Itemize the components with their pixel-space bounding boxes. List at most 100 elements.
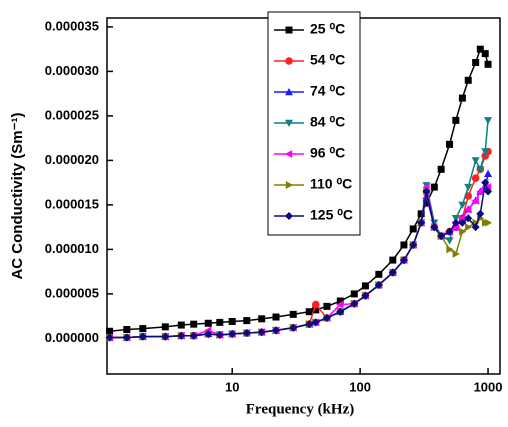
- marker: [484, 187, 493, 196]
- marker: [122, 333, 131, 342]
- marker: [204, 329, 213, 338]
- y-tick-label: 0.000005: [45, 285, 99, 300]
- marker: [459, 227, 467, 236]
- marker: [311, 300, 320, 309]
- marker: [285, 57, 293, 65]
- legend-label: 125 ⁰C: [310, 207, 353, 223]
- marker: [139, 325, 147, 333]
- y-tick-label: 0.000010: [45, 241, 99, 256]
- marker: [161, 332, 170, 341]
- marker: [476, 187, 484, 196]
- marker: [336, 307, 345, 316]
- marker: [215, 330, 224, 339]
- marker: [484, 117, 493, 125]
- legend-label: 96 ⁰C: [310, 145, 345, 161]
- marker: [375, 270, 383, 278]
- marker: [451, 215, 460, 223]
- marker: [409, 225, 417, 233]
- marker: [190, 320, 198, 328]
- marker: [409, 240, 418, 249]
- marker: [322, 313, 331, 322]
- marker: [228, 317, 236, 325]
- marker: [422, 199, 430, 207]
- marker: [388, 268, 397, 277]
- y-tick-label: 0.000000: [45, 330, 99, 345]
- marker: [285, 26, 293, 34]
- x-axis-label: Frequency (kHz): [246, 401, 354, 417]
- marker: [484, 60, 492, 68]
- marker: [161, 323, 169, 331]
- marker: [484, 169, 493, 177]
- marker: [204, 319, 212, 327]
- y-tick-label: 0.000035: [45, 18, 99, 33]
- marker: [243, 317, 251, 325]
- marker: [177, 331, 186, 340]
- marker: [476, 45, 484, 53]
- marker: [106, 327, 114, 335]
- marker: [464, 205, 472, 214]
- marker: [336, 297, 344, 305]
- marker: [305, 320, 314, 329]
- marker: [285, 119, 293, 127]
- marker: [445, 237, 454, 245]
- marker: [452, 116, 460, 124]
- y-tick-label: 0.000030: [45, 63, 99, 78]
- marker: [389, 256, 397, 264]
- y-tick-label: 0.000015: [45, 196, 99, 211]
- marker: [458, 218, 467, 227]
- marker: [464, 76, 472, 84]
- marker: [399, 256, 408, 265]
- marker: [471, 223, 480, 232]
- marker: [361, 282, 369, 290]
- marker: [258, 315, 266, 323]
- legend-label: 84 ⁰C: [310, 114, 345, 130]
- marker: [465, 223, 473, 232]
- marker: [471, 174, 480, 182]
- y-axis-label: AC Conductivity (Sm⁻¹): [9, 112, 26, 279]
- y-tick-label: 0.000020: [45, 152, 99, 167]
- marker: [312, 306, 320, 314]
- marker: [458, 201, 467, 209]
- marker: [464, 214, 473, 223]
- y-tick-label: 0.000025: [45, 107, 99, 122]
- marker: [285, 181, 293, 189]
- marker: [417, 218, 426, 227]
- marker: [361, 291, 370, 300]
- legend-label: 110 ⁰C: [310, 176, 352, 192]
- marker: [289, 323, 298, 332]
- marker: [123, 326, 131, 333]
- marker: [138, 332, 147, 341]
- marker: [400, 241, 408, 249]
- marker: [242, 329, 251, 338]
- marker: [189, 331, 198, 340]
- marker: [272, 313, 280, 321]
- marker: [374, 281, 383, 289]
- marker: [471, 157, 480, 165]
- marker: [289, 310, 297, 318]
- x-tick-label: 100: [349, 379, 371, 394]
- marker: [452, 249, 460, 258]
- marker: [472, 59, 480, 66]
- marker: [458, 94, 466, 102]
- x-tick-label: 10: [225, 379, 239, 394]
- legend-label: 25 ⁰C: [310, 21, 345, 37]
- marker: [285, 212, 293, 220]
- marker: [476, 166, 485, 174]
- marker: [177, 321, 185, 329]
- legend-label: 74 ⁰C: [310, 83, 345, 99]
- marker: [430, 183, 438, 191]
- marker: [481, 50, 489, 58]
- marker: [216, 318, 224, 326]
- marker: [476, 209, 485, 218]
- marker: [451, 218, 460, 227]
- marker: [305, 308, 313, 316]
- marker: [445, 227, 454, 236]
- marker: [323, 302, 331, 310]
- marker: [350, 290, 358, 298]
- marker: [422, 187, 431, 196]
- marker: [272, 326, 281, 335]
- marker: [430, 223, 439, 232]
- marker: [446, 245, 454, 254]
- marker: [285, 150, 293, 158]
